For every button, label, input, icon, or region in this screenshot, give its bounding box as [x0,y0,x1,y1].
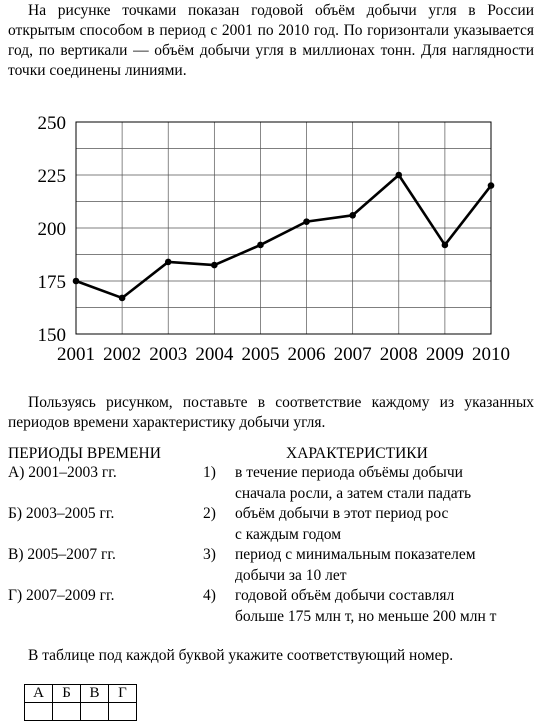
characteristic-number: 4) [203,587,216,604]
x-tick-label: 2002 [103,344,141,365]
characteristic-line: добычи за 10 лет [235,567,347,584]
x-tick-label: 2005 [241,344,279,365]
data-point [303,218,310,225]
characteristic-line: в течение периода объёмы добычи [235,464,463,481]
y-tick-label: 150 [38,325,67,346]
data-point [441,241,449,249]
intro: На рисунке точками показан годовой объём… [8,2,534,79]
answer-cell[interactable] [108,702,137,721]
y-tick-label: 225 [38,166,67,187]
characteristics-header: ХАРАКТЕРИСТИКИ [286,445,428,462]
x-tick-label: 2001 [57,344,95,365]
chart: 150 175 200 225 250 2001 2002 2003 2004 2005 2006 2… [38,113,511,365]
x-tick-label: 2003 [149,344,187,365]
data-point [349,211,356,219]
plot-frame [75,121,492,335]
table-answer-row [24,702,137,721]
y-tick-label: 175 [38,272,67,293]
table-header-cell: В [80,684,109,703]
x-tick-label: 2008 [380,344,418,365]
period: Г) 2007–2009 гг. [8,587,115,604]
period: А) 2001–2003 гг. [8,464,117,481]
x-tick-label: 2007 [334,344,372,365]
y-tick-label: 250 [38,113,67,134]
y-tick-label: 200 [38,219,67,240]
table-header-cell: А [24,684,53,703]
x-tick-label: 2006 [288,344,326,365]
characteristic-number: 2) [203,505,216,522]
instruction: В таблице под каждой буквой укажите соот… [28,647,454,664]
data-line [75,173,493,300]
data-point [164,258,172,266]
x-tick-label: 2010 [472,344,510,365]
characteristic-line: объём добычи в этот период рос [235,505,449,522]
data-point [257,241,264,249]
period: В) 2005–2007 гг. [8,546,116,563]
periods-header: ПЕРИОДЫ ВРЕМЕНИ [8,445,161,462]
data-point [118,294,126,302]
characteristic-line: годовой объём добычи составлял [235,587,455,604]
characteristic-number: 3) [203,546,216,563]
data-point [211,261,218,269]
characteristic-line: больше 175 млн т, но меньше 200 млн т [235,608,497,625]
data-point [487,182,495,189]
data-point [395,171,403,179]
x-tick-label: 2004 [195,344,234,365]
data-point [72,277,80,285]
table-header-cell: Г [108,684,137,703]
answer-cell[interactable] [80,702,109,721]
answer-cell[interactable] [52,702,81,721]
question: Пользуясь рисунком, поставьте в соответс… [8,394,534,431]
characteristic-line: с каждым годом [235,526,342,543]
characteristic-line: период с минимальным показателем [235,546,476,563]
x-tick-label: 2009 [426,344,464,365]
characteristic-line: сначала росли, а затем стали падать [235,485,472,502]
answer-cell[interactable] [24,702,53,721]
table-header-cell: Б [52,684,81,703]
period: Б) 2003–2005 гг. [8,505,115,522]
characteristic-number: 1) [203,464,216,481]
